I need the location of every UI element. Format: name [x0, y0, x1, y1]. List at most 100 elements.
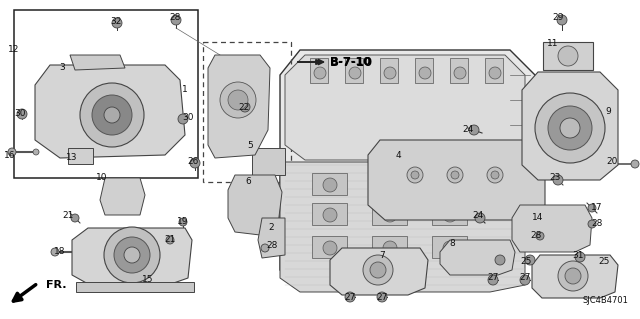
Text: 1: 1	[182, 85, 188, 94]
Circle shape	[487, 167, 503, 183]
Circle shape	[104, 107, 120, 123]
Polygon shape	[228, 175, 282, 235]
Circle shape	[166, 236, 174, 244]
Text: 8: 8	[449, 240, 455, 249]
Circle shape	[178, 114, 188, 124]
Circle shape	[560, 118, 580, 138]
Text: 24: 24	[462, 125, 474, 135]
Text: 30: 30	[182, 113, 194, 122]
Circle shape	[536, 232, 544, 240]
Circle shape	[323, 208, 337, 222]
Circle shape	[488, 275, 498, 285]
Text: 15: 15	[142, 276, 154, 285]
Polygon shape	[35, 65, 185, 158]
Text: 16: 16	[4, 151, 16, 160]
Circle shape	[384, 67, 396, 79]
Text: 5: 5	[247, 140, 253, 150]
Circle shape	[419, 67, 431, 79]
Polygon shape	[208, 55, 270, 158]
Bar	[310, 58, 328, 83]
Bar	[432, 203, 467, 225]
Bar	[372, 173, 407, 195]
Polygon shape	[440, 240, 515, 275]
Text: 19: 19	[177, 217, 189, 226]
Bar	[312, 173, 347, 195]
Text: 25: 25	[598, 257, 610, 266]
Bar	[372, 236, 407, 258]
Circle shape	[447, 167, 463, 183]
Bar	[345, 58, 363, 83]
Polygon shape	[285, 55, 525, 160]
Circle shape	[631, 160, 639, 168]
Text: 9: 9	[605, 108, 611, 116]
Text: 4: 4	[395, 152, 401, 160]
Circle shape	[92, 95, 132, 135]
Circle shape	[345, 292, 355, 302]
Circle shape	[443, 241, 457, 255]
Circle shape	[179, 218, 187, 226]
Text: 32: 32	[110, 18, 122, 26]
Circle shape	[33, 149, 39, 155]
Text: 30: 30	[14, 109, 26, 118]
Circle shape	[469, 125, 479, 135]
Text: 12: 12	[8, 46, 20, 55]
Polygon shape	[512, 205, 592, 252]
Polygon shape	[280, 50, 535, 290]
Circle shape	[323, 178, 337, 192]
Circle shape	[558, 261, 588, 291]
Text: 20: 20	[606, 158, 618, 167]
Bar	[380, 58, 398, 83]
Circle shape	[588, 204, 596, 212]
Bar	[203, 42, 291, 182]
Text: 27: 27	[344, 293, 356, 301]
Bar	[415, 58, 433, 83]
Circle shape	[377, 292, 387, 302]
Circle shape	[451, 171, 459, 179]
Polygon shape	[280, 162, 525, 292]
Circle shape	[383, 178, 397, 192]
Circle shape	[71, 214, 79, 222]
Bar	[432, 236, 467, 258]
Polygon shape	[252, 148, 285, 175]
Text: 28: 28	[531, 232, 541, 241]
Circle shape	[51, 248, 59, 256]
Circle shape	[558, 46, 578, 66]
Bar	[432, 173, 467, 195]
Text: 6: 6	[245, 177, 251, 187]
Circle shape	[228, 90, 248, 110]
Text: B-7-10: B-7-10	[330, 57, 371, 67]
Polygon shape	[100, 178, 145, 215]
Circle shape	[17, 109, 27, 119]
Bar	[14, 10, 198, 178]
Bar	[312, 203, 347, 225]
Text: 26: 26	[188, 158, 198, 167]
Text: 31: 31	[572, 251, 584, 261]
Text: 3: 3	[59, 63, 65, 72]
Circle shape	[553, 175, 563, 185]
Circle shape	[80, 83, 144, 147]
Text: 23: 23	[549, 174, 561, 182]
Text: 11: 11	[547, 39, 559, 48]
Bar	[450, 58, 468, 83]
Circle shape	[575, 252, 585, 262]
Polygon shape	[258, 218, 285, 258]
Polygon shape	[70, 55, 125, 70]
Text: 17: 17	[591, 204, 603, 212]
Circle shape	[443, 178, 457, 192]
Bar	[76, 282, 194, 292]
Bar	[372, 203, 407, 225]
Circle shape	[220, 82, 256, 118]
Circle shape	[535, 93, 605, 163]
Text: 25: 25	[520, 257, 532, 266]
Polygon shape	[532, 255, 618, 298]
Polygon shape	[72, 228, 192, 285]
Circle shape	[104, 227, 160, 283]
Bar	[485, 58, 503, 83]
Circle shape	[190, 158, 200, 168]
Text: 14: 14	[532, 213, 544, 222]
Circle shape	[370, 262, 386, 278]
Circle shape	[557, 15, 567, 25]
Circle shape	[124, 247, 140, 263]
Bar	[312, 236, 347, 258]
Text: 22: 22	[238, 102, 250, 112]
